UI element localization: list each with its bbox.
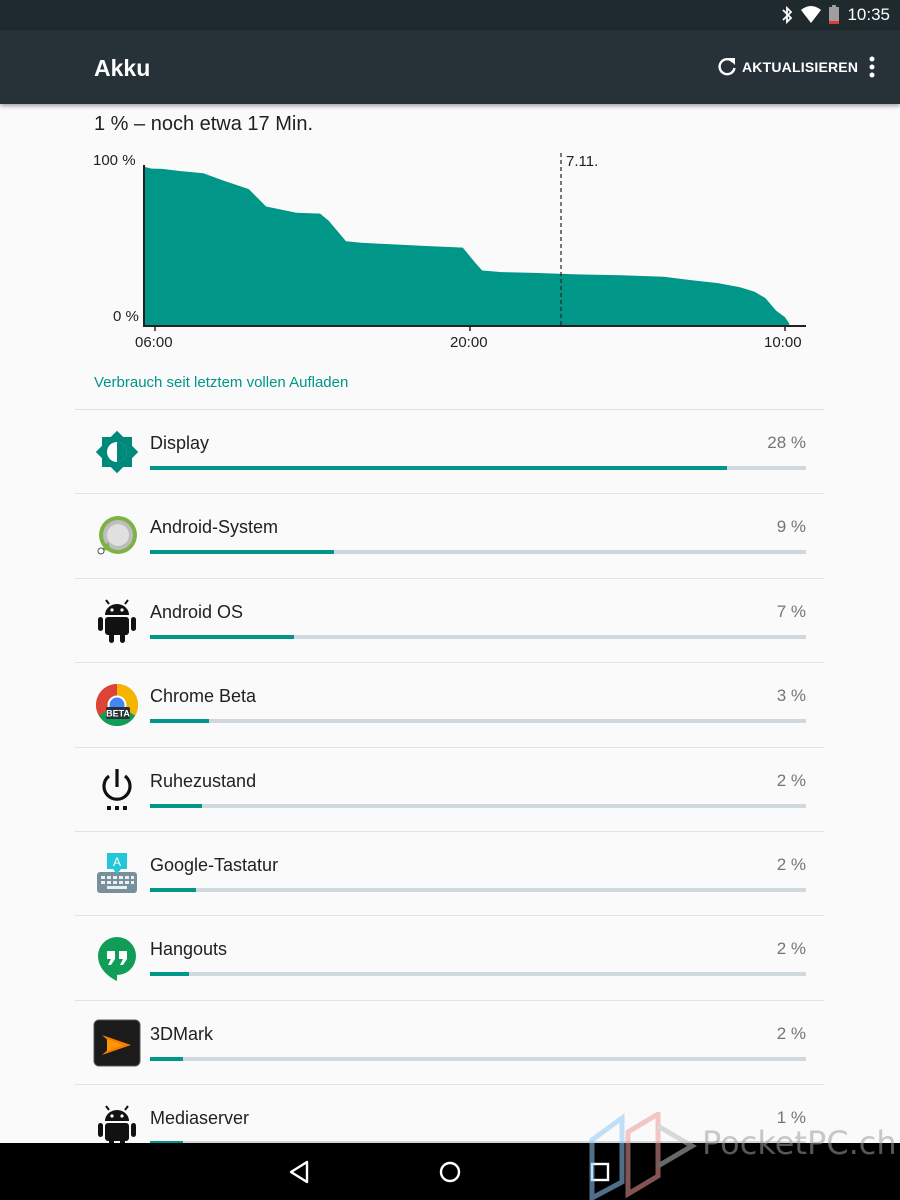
bluetooth-icon xyxy=(782,5,793,25)
refresh-label: AKTUALISIEREN xyxy=(742,59,859,75)
y-tick-label-top: 100 % xyxy=(93,152,136,169)
list-item-percent: 2 % xyxy=(776,1023,806,1043)
usage-bar-fill xyxy=(150,1056,183,1061)
list-item-name: Android OS xyxy=(150,601,244,622)
usage-bar-fill xyxy=(150,972,190,977)
list-item-3dmark[interactable]: 3DMark 2 % xyxy=(75,1001,824,1086)
x-tick-label-start: 06:00 xyxy=(135,334,173,351)
list-item-name: 3DMark xyxy=(150,1023,214,1044)
battery-low-icon xyxy=(829,5,839,24)
power-idle-icon xyxy=(102,768,132,810)
usage-bar-fill xyxy=(150,550,334,555)
svg-text:BETA: BETA xyxy=(106,709,130,719)
list-item-android-os[interactable]: Android OS 7 % xyxy=(75,579,824,664)
usage-bar xyxy=(150,466,806,470)
x-tick-label-mid: 20:00 xyxy=(450,334,488,351)
list-item-name: Display xyxy=(150,433,210,453)
list-item-google-tastatur[interactable]: A Google-Tastatur 2 % xyxy=(75,832,824,917)
usage-bar xyxy=(150,972,806,977)
list-item-name: Chrome Beta xyxy=(150,686,257,707)
navigation-bar xyxy=(0,1143,900,1200)
back-icon[interactable] xyxy=(285,1157,315,1187)
3dmark-icon xyxy=(93,1019,141,1067)
list-item-display[interactable]: Display 28 % xyxy=(75,410,824,495)
usage-bar xyxy=(150,803,806,808)
battery-chart-svg xyxy=(143,153,806,331)
list-item-name: Google-Tastatur xyxy=(150,854,279,875)
status-time: 10:35 xyxy=(847,5,890,24)
android-system-icon xyxy=(97,516,137,555)
svg-text:A: A xyxy=(113,855,121,869)
list-item-percent: 3 % xyxy=(776,686,806,706)
usage-bar xyxy=(150,634,806,639)
battery-level-area xyxy=(145,167,790,325)
usage-bar xyxy=(150,719,806,724)
hangouts-icon xyxy=(98,937,136,982)
usage-bar-fill xyxy=(150,803,203,808)
recents-icon[interactable] xyxy=(585,1157,615,1187)
usage-bar xyxy=(150,887,806,892)
usage-bar xyxy=(150,550,806,555)
page-title: Akku xyxy=(94,55,151,81)
list-item-name: Mediaserver xyxy=(150,1108,250,1129)
android-robot-icon xyxy=(98,1105,136,1150)
usage-bar-fill xyxy=(150,466,728,470)
list-item-name: Android-System xyxy=(150,517,279,538)
list-item-percent: 28 % xyxy=(767,433,806,452)
home-icon[interactable] xyxy=(435,1157,465,1187)
list-item-hangouts[interactable]: Hangouts 2 % xyxy=(75,916,824,1001)
battery-summary: 1 % – noch etwa 17 Min. xyxy=(94,113,314,135)
refresh-button[interactable]: AKTUALISIEREN xyxy=(716,54,858,80)
list-item-chrome-beta[interactable]: BETA Chrome Beta 3 % xyxy=(75,663,824,748)
android-robot-icon xyxy=(98,599,136,643)
status-bar: 10:35 xyxy=(0,0,900,30)
list-item-percent: 7 % xyxy=(776,601,806,621)
usage-list: Display 28 % Android-System 9 % And xyxy=(75,410,824,1170)
y-tick-label-bottom: 0 % xyxy=(113,308,139,325)
list-item-percent: 1 % xyxy=(776,1108,806,1128)
usage-bar-fill xyxy=(150,719,210,724)
refresh-icon xyxy=(718,57,736,76)
more-vert-icon[interactable] xyxy=(860,52,884,82)
usage-bar xyxy=(150,1056,806,1061)
google-keyboard-icon: A xyxy=(97,852,137,893)
list-item-android-system[interactable]: Android-System 9 % xyxy=(75,494,824,579)
list-item-percent: 2 % xyxy=(776,939,806,959)
date-marker-label: 7.11. xyxy=(566,153,599,170)
list-item-percent: 2 % xyxy=(776,770,806,790)
battery-chart: 100 % 0 % 06:00 20:00 10:00 7.11. xyxy=(0,145,900,360)
wifi-icon xyxy=(801,6,821,23)
usage-bar-fill xyxy=(150,634,295,639)
list-item-percent: 2 % xyxy=(776,854,806,874)
list-item-percent: 9 % xyxy=(776,517,806,537)
list-item-name: Hangouts xyxy=(150,939,228,960)
x-tick-label-end: 10:00 xyxy=(764,334,802,351)
usage-bar-fill xyxy=(150,887,196,892)
list-item-name: Ruhezustand xyxy=(150,770,257,791)
list-item-ruhezustand[interactable]: Ruhezustand 2 % xyxy=(75,748,824,832)
chrome-beta-icon: BETA xyxy=(95,684,139,727)
app-bar: Akku AKTUALISIEREN xyxy=(0,30,900,104)
divider xyxy=(75,409,824,410)
usage-section-header: Verbrauch seit letztem vollen Aufladen xyxy=(94,374,349,391)
display-brightness-icon xyxy=(95,430,139,474)
